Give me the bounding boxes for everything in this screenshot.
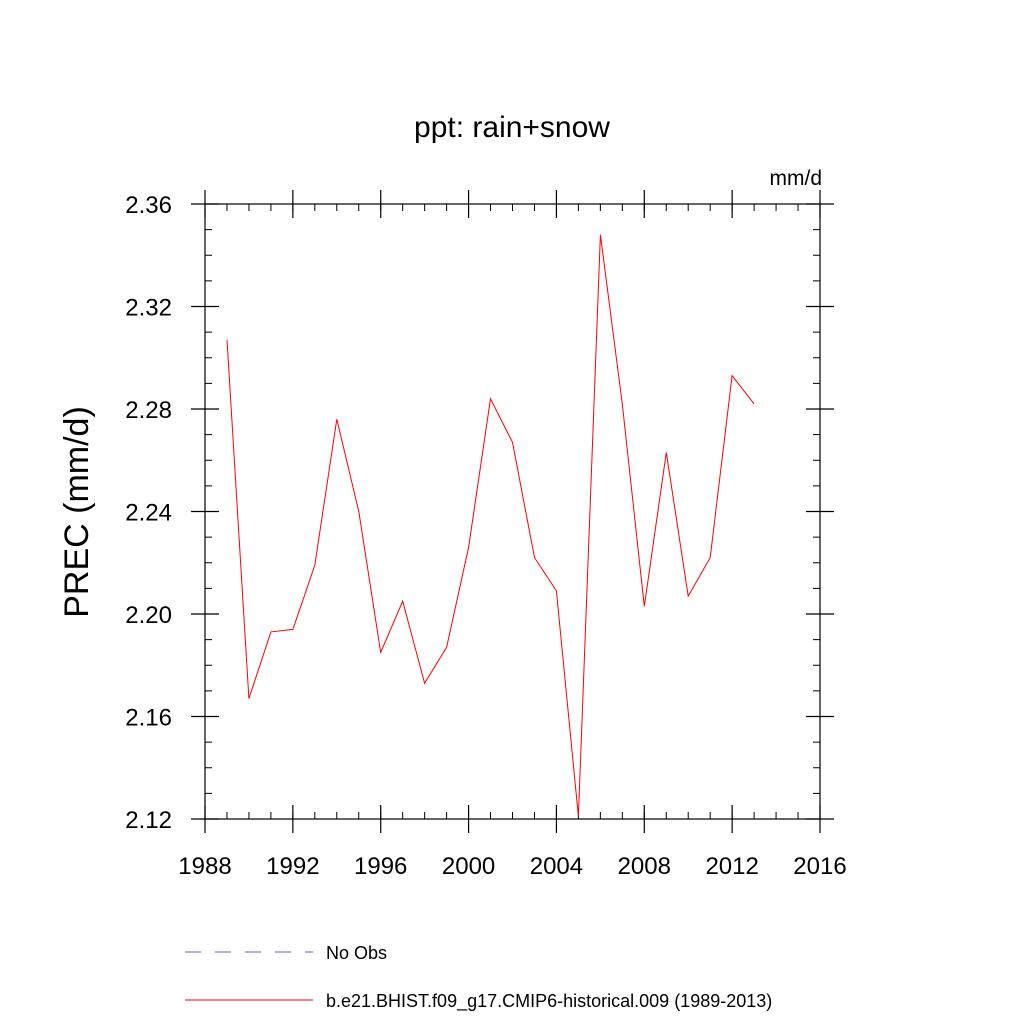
x-tick-label: 2012 xyxy=(705,853,758,880)
series-line xyxy=(226,234,755,817)
plot-frame xyxy=(204,203,821,820)
x-tick-label: 1988 xyxy=(178,853,231,880)
plot-border xyxy=(204,203,821,820)
x-tick-labels: 1988 1992 1996 2000 2004 2008 2012 2016 xyxy=(178,853,846,880)
legend: No Obs b.e21.BHIST.f09_g17.CMIP6-historic… xyxy=(185,943,772,1012)
y-tick-label: 2.28 xyxy=(125,397,172,424)
y-tick-label: 2.32 xyxy=(125,295,172,322)
legend-label-0: No Obs xyxy=(326,943,387,963)
units-label: mm/d xyxy=(770,167,823,190)
y-tick-label: 2.16 xyxy=(125,705,172,732)
x-tick-label: 1996 xyxy=(354,853,407,880)
series-layer xyxy=(226,234,755,817)
y-axis-label: PREC (mm/d) xyxy=(58,406,96,618)
x-tick-label: 1992 xyxy=(266,853,319,880)
minor-ticks xyxy=(204,203,821,820)
x-tick-label: 2008 xyxy=(618,853,671,880)
major-ticks xyxy=(191,190,834,833)
y-tick-label: 2.12 xyxy=(125,807,172,834)
x-tick-label: 2016 xyxy=(793,853,846,880)
y-tick-label: 2.20 xyxy=(125,602,172,629)
y-tick-label: 2.24 xyxy=(125,500,172,527)
y-tick-labels: 2.12 2.16 2.20 2.24 2.28 2.32 2.36 xyxy=(125,192,172,834)
legend-label-1: b.e21.BHIST.f09_g17.CMIP6-historical.009… xyxy=(326,991,772,1012)
x-tick-label: 2004 xyxy=(530,853,583,880)
chart-title: ppt: rain+snow xyxy=(414,111,610,144)
x-tick-label: 2000 xyxy=(442,853,495,880)
y-tick-label: 2.36 xyxy=(125,192,172,219)
